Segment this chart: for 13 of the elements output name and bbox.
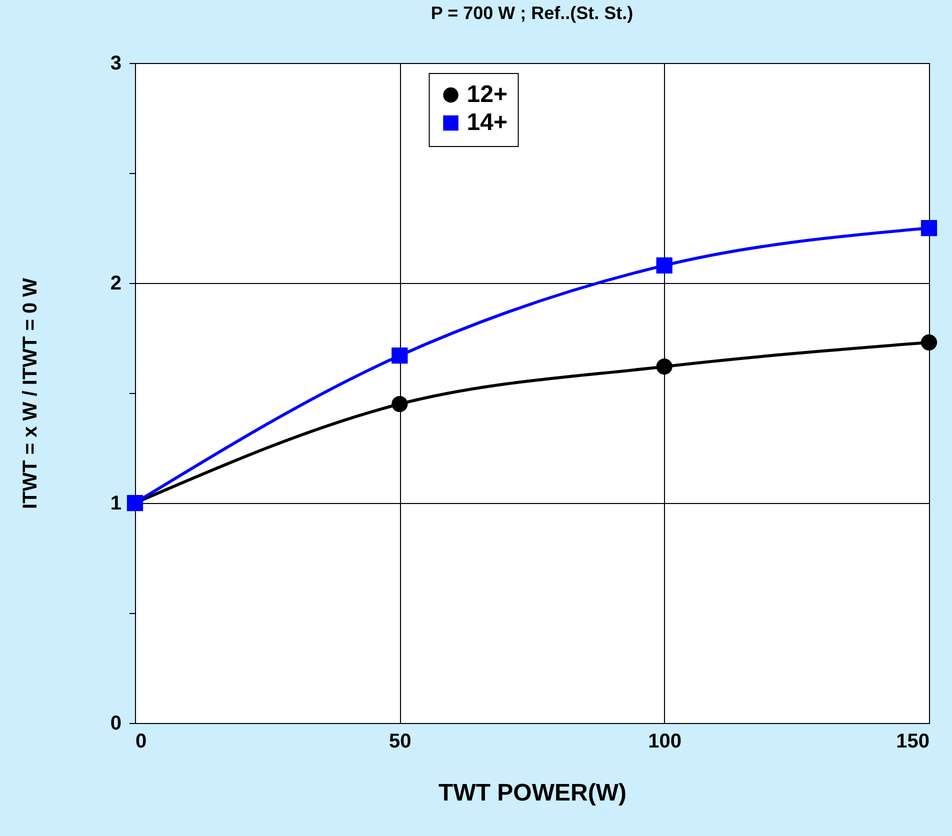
y-tick-label: 2: [110, 272, 122, 294]
y-tick-label: 0: [110, 712, 122, 734]
x-tick-label: 0: [136, 730, 147, 752]
chart-title: P = 700 W ; Ref..(St. St.): [430, 3, 634, 23]
y-tick-label: 3: [110, 52, 122, 74]
y-tick-label: 1: [110, 492, 122, 514]
x-tick-label: 150: [896, 730, 930, 752]
legend-label: 12+: [466, 81, 508, 108]
legend-label: 14+: [466, 109, 508, 136]
x-tick-label: 50: [389, 730, 412, 752]
x-axis-title: TWT POWER(W): [438, 780, 626, 806]
x-tick-label: 100: [648, 730, 682, 752]
y-axis-title: ITWT = x W / ITWT = 0 W: [19, 278, 42, 510]
